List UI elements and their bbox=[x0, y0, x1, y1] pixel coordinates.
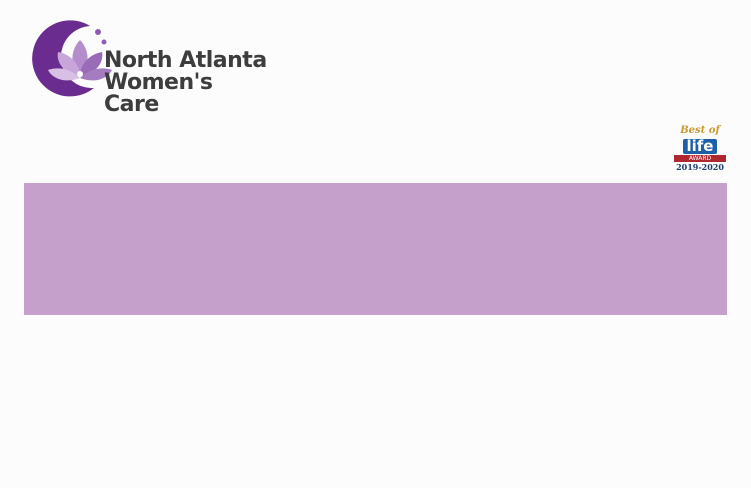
badge-top: Best of bbox=[680, 125, 720, 136]
logo-icon bbox=[32, 20, 112, 97]
badge-main: life bbox=[682, 139, 718, 154]
logo-line: North Atlanta bbox=[104, 48, 267, 73]
logo[interactable]: North Atlanta Women's Care bbox=[28, 16, 273, 116]
badge-years: 2019-2020 bbox=[676, 162, 724, 172]
award-badge: Best of life AWARD 2019-2020 bbox=[672, 126, 728, 174]
banner bbox=[24, 183, 727, 315]
logo-text: North Atlanta Women's Care bbox=[104, 50, 273, 116]
badge-ribbon: AWARD bbox=[674, 155, 726, 162]
logo-line: Women's Care bbox=[104, 70, 213, 117]
